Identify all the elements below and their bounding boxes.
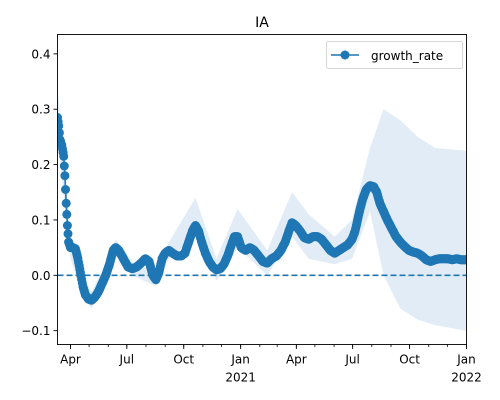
x-tick-label: Jan (456, 353, 476, 367)
series-point (62, 221, 72, 230)
series-point (61, 198, 71, 208)
series-point (59, 151, 69, 161)
legend-label-growth-rate: growth_rate (371, 49, 443, 63)
axes: −0.1 0.0 0.1 0.2 0.3 0.4 Apr Jul Oct Jan 2021 Apr Ju… (21, 47, 481, 384)
y-tick-label: −0.1 (21, 324, 50, 338)
legend-box (326, 41, 463, 69)
series-point (62, 209, 72, 219)
plot-area (57, 87, 467, 331)
plot-frame (57, 34, 467, 345)
series-point (57, 121, 64, 131)
y-tick-label: 0.0 (31, 269, 50, 283)
y-tick-label: 0.4 (31, 47, 50, 61)
y-tick-label: 0.2 (31, 158, 50, 172)
legend: growth_rate (326, 41, 463, 69)
series-point (59, 161, 69, 171)
x-tick-year-label: 2021 (225, 371, 256, 385)
x-tick-year-label: 2022 (451, 371, 482, 385)
plot-clip-group (57, 87, 467, 331)
series-point (60, 171, 70, 181)
x-tick-label: Jul (119, 353, 134, 367)
series-point (461, 255, 467, 265)
x-tick-label: Jul (344, 353, 359, 367)
y-tick-label: 0.1 (31, 213, 50, 227)
x-tick-label: Oct (173, 353, 194, 367)
x-tick-label: Oct (399, 353, 420, 367)
y-tick-label: 0.3 (31, 103, 50, 117)
x-tick-label: Jan (230, 353, 250, 367)
legend-marker-swatch (340, 50, 350, 60)
x-tick-label: Apr (60, 353, 81, 367)
series-point (57, 128, 64, 138)
x-tick-label: Apr (286, 353, 307, 367)
series-point (63, 229, 73, 239)
chart-title: IA (255, 15, 269, 31)
series-point (61, 185, 70, 194)
